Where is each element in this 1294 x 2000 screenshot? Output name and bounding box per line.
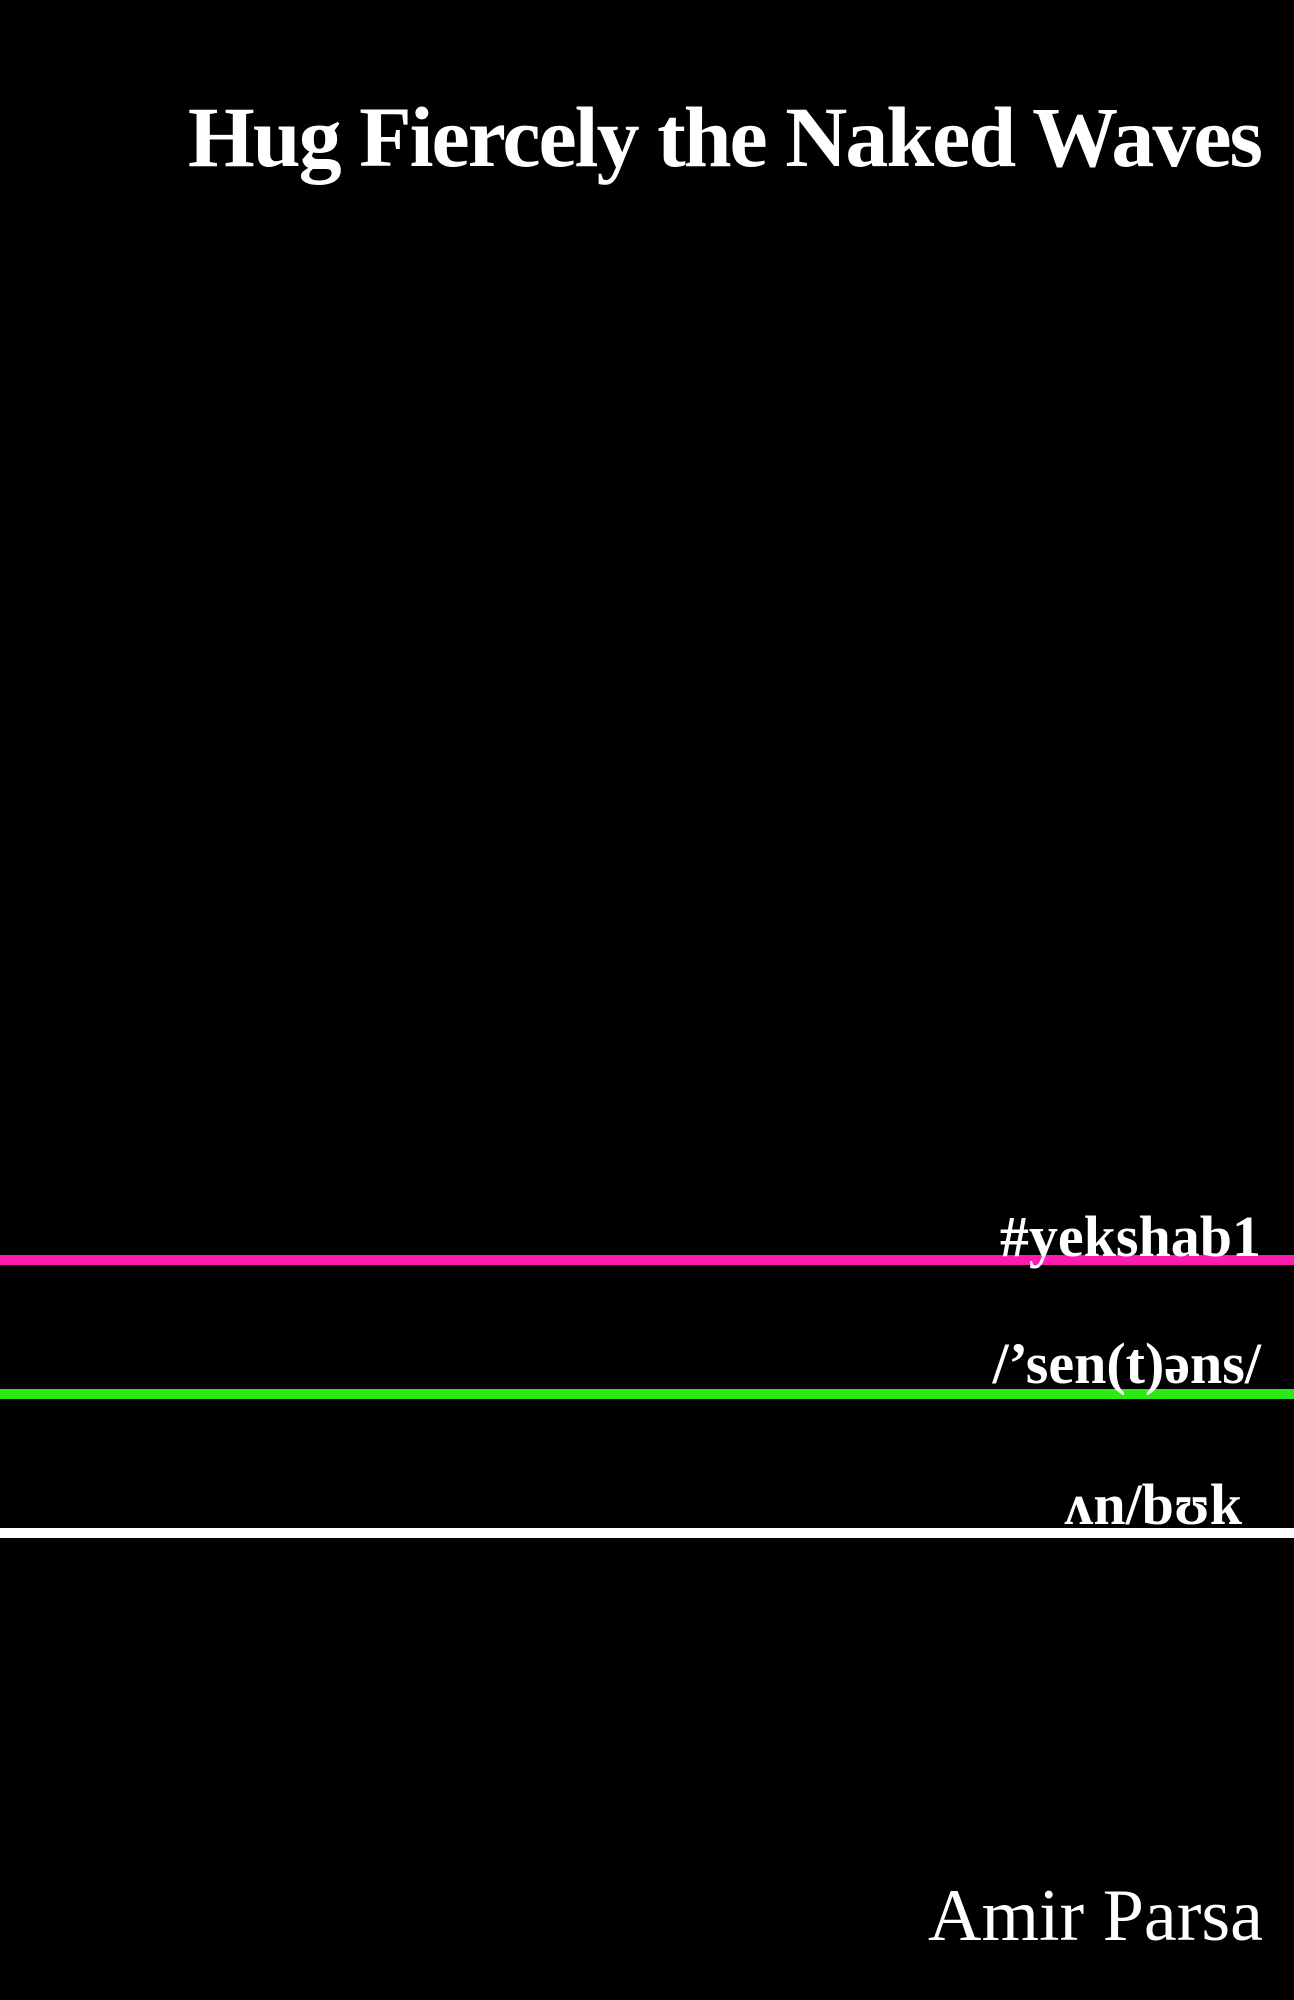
phonetic-line: /’sen(t)əns/ bbox=[992, 1331, 1262, 1396]
title: Hug Fiercely the Naked Waves bbox=[188, 89, 1262, 185]
author: Amir Parsa bbox=[928, 1875, 1263, 1957]
phonetic-line: ʌn/bʊk bbox=[1064, 1472, 1242, 1537]
green-rule bbox=[0, 1389, 1294, 1399]
tag-line: #yekshab1 bbox=[1000, 1204, 1261, 1269]
white-rule bbox=[0, 1528, 1294, 1538]
magenta-rule bbox=[0, 1255, 1294, 1265]
